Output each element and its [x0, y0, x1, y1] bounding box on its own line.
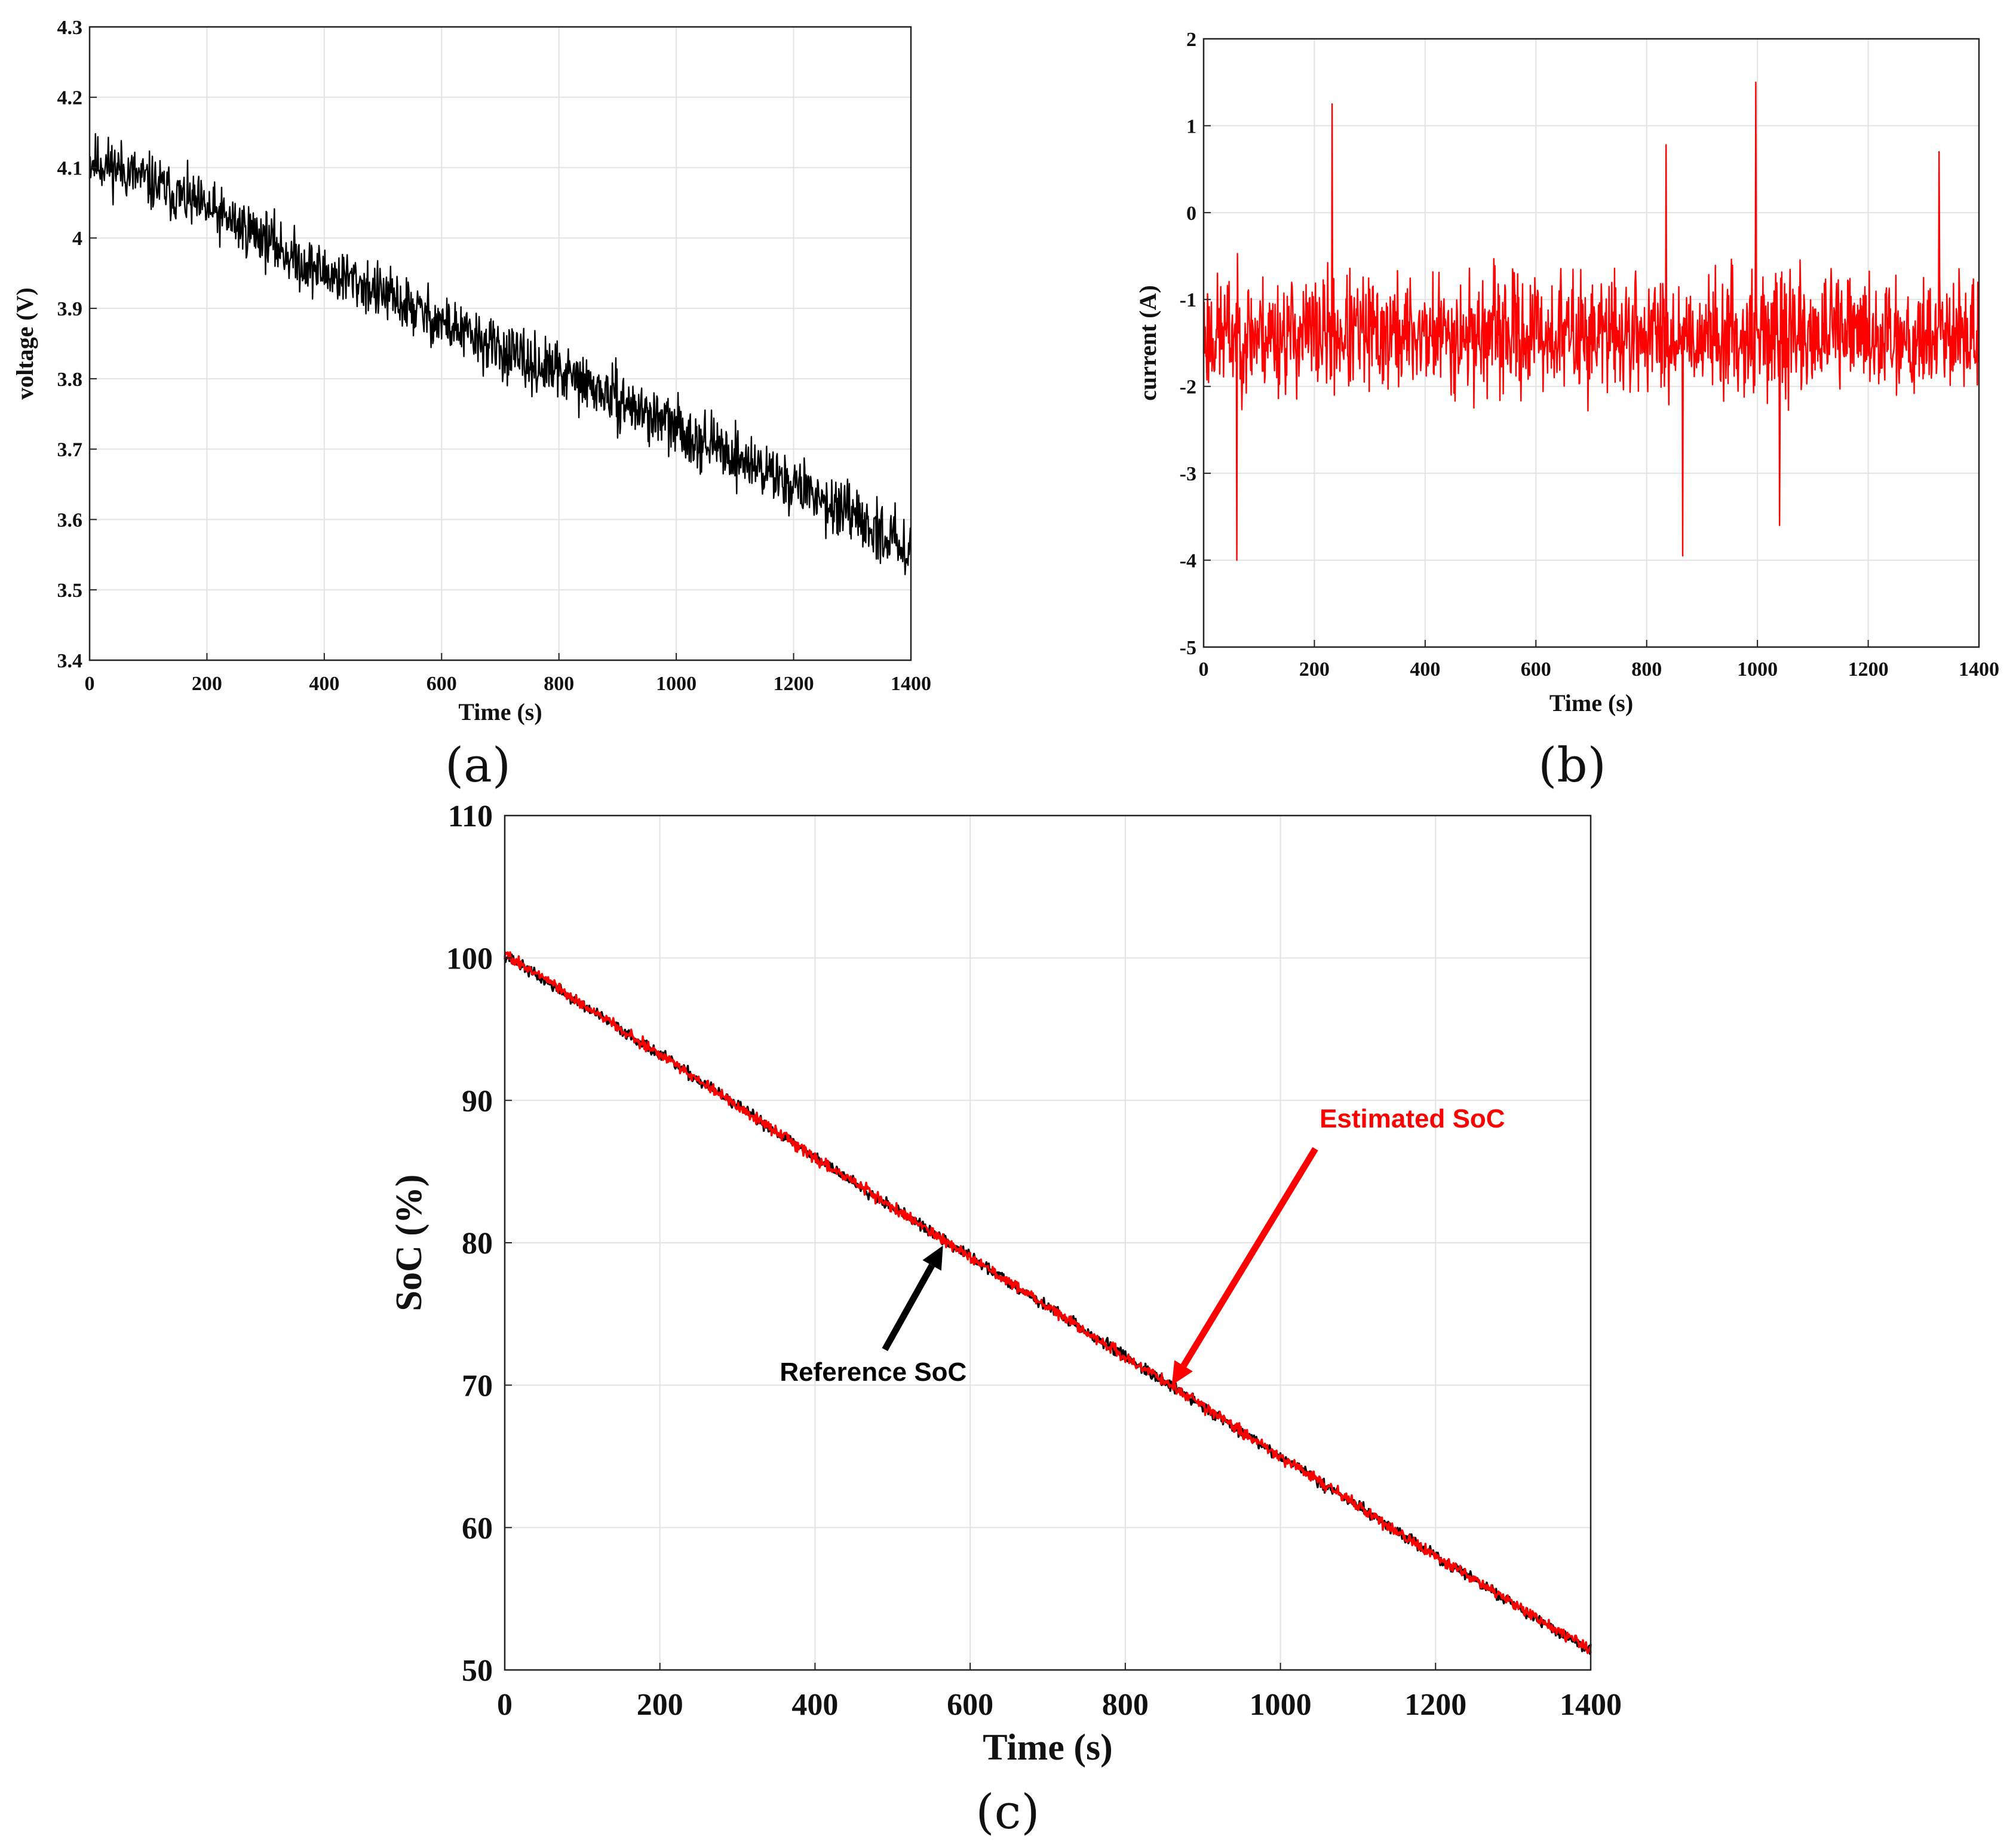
y-tick-label: 110 — [448, 799, 493, 833]
x-tick-label: 400 — [1410, 658, 1440, 681]
y-tick-label: 2 — [1186, 29, 1196, 51]
annotation-arrowhead-estimated-soc — [1171, 1360, 1193, 1386]
y-tick-label: 3.8 — [57, 369, 83, 391]
y-axis-label: voltage (V) — [11, 287, 38, 400]
axes-frame — [88, 26, 912, 661]
x-axis-label: Time (s) — [458, 698, 542, 725]
x-tick-label: 1000 — [1737, 658, 1778, 681]
y-tick-label: 4.1 — [57, 157, 83, 179]
y-tick-label: 3.9 — [57, 298, 83, 320]
plot-area — [90, 27, 911, 660]
x-tick-label: 200 — [637, 1688, 683, 1722]
x-tick-label: 1400 — [891, 673, 931, 695]
y-tick-label: 3.7 — [57, 439, 83, 461]
series-line-series-1 — [88, 133, 912, 575]
x-tick-label: 1000 — [656, 673, 696, 695]
chart-current: 0 200 400 600 800 1000 1200 1400 -5 -4 -3 -2 -1 0 1 2 Ti… — [1134, 29, 1999, 716]
x-tick-label: 600 — [1521, 658, 1551, 681]
annotation-reference-soc: Reference SoC — [780, 1357, 966, 1387]
y-tick-label: 3.5 — [57, 580, 83, 602]
y-tick-label: 60 — [462, 1512, 493, 1546]
x-tick-label: 200 — [192, 673, 222, 695]
y-tick-label: 0 — [1186, 203, 1196, 225]
annotation-estimated-soc: Estimated SoC — [1320, 1104, 1505, 1133]
y-axis-label: SoC (%) — [389, 1174, 429, 1311]
x-tick-label: 800 — [544, 673, 574, 695]
x-tick-label: 1200 — [774, 673, 814, 695]
y-tick-label: 100 — [446, 942, 493, 976]
x-tick-label: 800 — [1102, 1688, 1149, 1722]
panel-label-c: (c) — [975, 1784, 1039, 1840]
panel-label-a: (a) — [445, 737, 511, 793]
y-tick-label: 50 — [462, 1654, 493, 1688]
x-tick-label: 400 — [791, 1688, 838, 1722]
x-tick-label: 0 — [85, 673, 95, 695]
y-tick-label: -5 — [1180, 637, 1196, 659]
panel-label-b: (b) — [1538, 737, 1606, 793]
x-tick-label: 1000 — [1250, 1688, 1312, 1722]
y-tick-label: 70 — [462, 1369, 493, 1403]
y-tick-label: 90 — [462, 1084, 493, 1118]
x-tick-label: 1400 — [1959, 658, 1999, 681]
chart-soc: 0 200 400 600 800 1000 1200 1400 50 60 70 80 90 100 11… — [389, 799, 1622, 1768]
series-line-series-1 — [1202, 81, 1980, 561]
x-tick-label: 1400 — [1560, 1688, 1622, 1722]
y-tick-label: 1 — [1186, 115, 1196, 137]
x-tick-label: 1200 — [1404, 1688, 1466, 1722]
y-tick-label: 3.4 — [57, 650, 83, 672]
y-axis-label: current (A) — [1134, 285, 1161, 401]
axes-frame — [1202, 38, 1980, 648]
y-tick-label: -2 — [1180, 376, 1196, 399]
y-tick-label: -3 — [1180, 463, 1196, 485]
x-tick-label: 0 — [1199, 658, 1209, 681]
x-tick-label: 600 — [947, 1688, 993, 1722]
y-tick-label: 80 — [462, 1227, 493, 1261]
annotation-arrowhead-reference-soc — [922, 1245, 943, 1271]
x-tick-label: 400 — [309, 673, 339, 695]
y-tick-label: 4 — [72, 228, 82, 250]
x-tick-label: 800 — [1631, 658, 1662, 681]
annotation-arrow-estimated-soc — [1180, 1147, 1318, 1368]
series-line-estimated-soc — [504, 951, 1592, 1654]
y-tick-label: 3.6 — [57, 509, 83, 531]
y-tick-label: 4.3 — [57, 17, 83, 39]
x-tick-label: 1200 — [1848, 658, 1889, 681]
annotation-arrow-reference-soc — [882, 1264, 935, 1351]
y-tick-label: 4.2 — [57, 87, 83, 109]
y-tick-label: -1 — [1180, 289, 1196, 311]
y-tick-label: -4 — [1180, 550, 1196, 572]
x-axis-label: Time (s) — [1549, 689, 1633, 716]
x-tick-label: 600 — [426, 673, 457, 695]
x-axis-label: Time (s) — [983, 1727, 1113, 1768]
chart-voltage: 0 200 400 600 800 1000 1200 1400 3.4 3.5 3.6 3.7 3.8… — [11, 17, 931, 725]
x-tick-label: 200 — [1299, 658, 1330, 681]
x-tick-label: 0 — [497, 1688, 513, 1722]
